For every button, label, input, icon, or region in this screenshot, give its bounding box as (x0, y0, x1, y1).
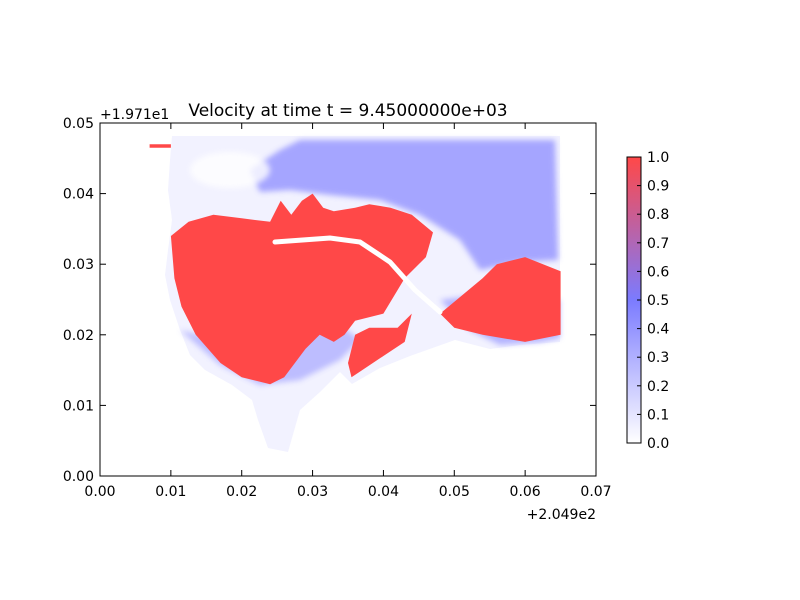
x-tick-label: 0.05 (439, 484, 470, 500)
colorbar-ticks: 0.0 0.1 0.2 0.3 0.4 0.5 0.6 0.7 0.8 0.9 1.0 (637, 150, 669, 452)
colorbar-tick-label: 0.0 (647, 436, 669, 452)
velocity-region-3 (149, 144, 171, 148)
colorbar-tick-label: 0.7 (647, 236, 669, 252)
colorbar-tick-label: 1.0 (647, 150, 669, 166)
velocity-regions (149, 144, 561, 385)
x-axis: 0.00 0.01 0.02 0.03 0.04 0.05 0.06 0.07 (84, 123, 612, 500)
y-tick-label: 0.01 (63, 398, 94, 414)
y-tick-label: 0.00 (63, 469, 94, 485)
y-offset-label: +1.971e1 (100, 107, 169, 123)
y-tick-label: 0.04 (63, 187, 94, 203)
x-tick-label: 0.06 (510, 484, 541, 500)
white-patch (190, 152, 270, 188)
y-tick-label: 0.05 (63, 116, 94, 132)
colorbar-tick-label: 0.6 (647, 264, 669, 280)
colorbar-tick-label: 0.8 (647, 207, 669, 223)
colorbar-tick-label: 0.2 (647, 379, 669, 395)
y-tick-label: 0.03 (63, 257, 94, 273)
colorbar-tick-label: 0.9 (647, 179, 669, 195)
colorbar-tick-label: 0.1 (647, 407, 669, 423)
y-tick-label: 0.02 (63, 328, 94, 344)
x-tick-label: 0.02 (226, 484, 257, 500)
colorbar-tick-label: 0.5 (647, 293, 669, 309)
plot-area (149, 136, 561, 452)
velocity-region-1 (348, 313, 412, 378)
x-tick-label: 0.00 (84, 484, 115, 500)
plot-frame (99, 122, 597, 477)
velocity-region-2 (440, 257, 561, 342)
blue-upper-band (250, 140, 558, 270)
colorbar-tick-label: 0.4 (647, 322, 669, 338)
channel-streak (272, 235, 443, 315)
x-tick-label: 0.03 (297, 484, 328, 500)
velocity-region-0 (170, 193, 433, 385)
y-axis: 0.00 0.01 0.02 0.03 0.04 0.05 (63, 116, 596, 485)
x-tick-label: 0.07 (580, 484, 611, 500)
x-tick-label: 0.04 (368, 484, 399, 500)
chart-title: Velocity at time t = 9.45000000e+03 (188, 101, 507, 121)
colorbar-tick-label: 0.3 (647, 350, 669, 366)
x-tick-label: 0.01 (155, 484, 186, 500)
x-offset-label: +2.049e2 (527, 507, 596, 523)
